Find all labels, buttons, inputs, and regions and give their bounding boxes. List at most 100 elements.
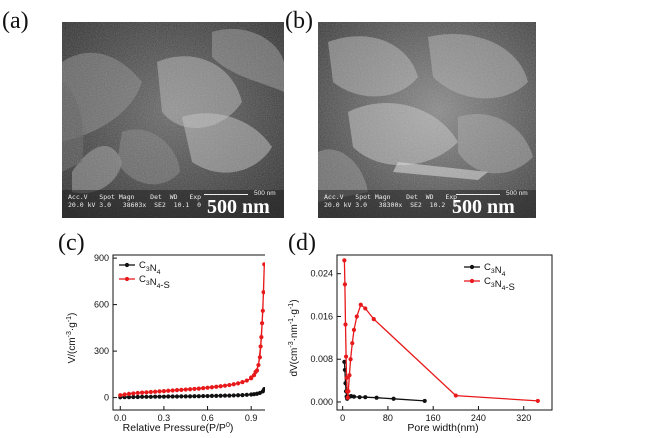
data-point [351,327,357,332]
legend-marker [124,262,130,268]
data-point [205,385,210,390]
y-tick-label: 300 [94,346,109,356]
data-point [214,393,219,398]
scale-bar-b [456,194,500,195]
sem-texture-b [318,22,536,218]
data-point [161,394,167,399]
data-point [235,393,241,398]
data-point [258,344,263,349]
data-point [374,395,379,400]
panel-label-b: (b) [285,8,313,34]
data-point [148,389,153,395]
x-tick-label: 0.6 [201,413,214,423]
data-point [157,389,162,394]
data-point [346,389,351,394]
data-point [218,384,223,389]
data-point [363,395,368,400]
x-tick-label: 160 [426,413,441,423]
data-point [240,380,245,385]
data-point [249,375,254,380]
data-point [174,394,180,399]
data-point [170,394,175,399]
data-point [343,322,348,327]
data-point [231,382,236,387]
data-point [135,390,140,396]
panel-label-a: (a) [2,8,29,34]
data-point [201,393,206,399]
data-point [350,341,355,346]
data-point [259,321,265,326]
sem-image-b: Acc.V Spot Magn Det WD Exp 20.0 kV 3.0 3… [318,22,536,218]
data-point [187,394,193,399]
data-point [166,388,171,393]
data-point [351,394,357,399]
sem-info-b: Acc.V Spot Magn Det WD Exp 20.0 kV 3.0 3… [324,193,458,209]
data-point [131,391,136,396]
data-point [342,359,347,364]
data-point [148,394,153,399]
data-point [231,393,236,398]
y-tick-label: 0 [104,393,109,403]
data-point [342,258,347,263]
data-point [244,378,249,383]
data-point [453,393,458,398]
data-point [144,390,149,395]
y-tick-label: 600 [94,300,109,310]
x-axis-label: Relative Pressure(P/P0) [123,422,234,434]
data-point [196,386,201,391]
panel-label-c: (c) [58,230,85,256]
data-point [174,388,180,393]
data-point [261,290,265,295]
y-tick-label: 900 [94,253,109,263]
data-point [153,394,158,399]
scale-label-small-a: 500 nm [254,190,276,197]
data-point [144,394,149,399]
data-point [157,394,162,399]
data-point [354,314,359,319]
data-point [259,335,264,340]
data-point [153,389,158,394]
data-point [345,395,350,400]
legend-marker [124,276,130,282]
x-tick-label: 0 [340,413,345,423]
data-point [192,394,197,399]
data-point [179,387,184,392]
data-point [535,398,540,404]
data-point [363,306,368,311]
data-point [179,394,184,399]
sem-texture-a [62,22,284,218]
data-point [209,393,215,398]
data-point [253,369,258,375]
sem-image-a: Acc.V Spot Magn Det WD Exp 20.0 kV 3.0 3… [62,22,284,218]
scale-label-small-b: 500 nm [506,190,528,197]
data-point [201,386,206,391]
data-point [342,282,348,287]
data-point [222,383,228,388]
x-axis-label: Pore width(nm) [407,422,478,434]
legend-marker [469,264,475,270]
scale-label-big-a: 500 nm [207,196,270,218]
sem-info-a: Acc.V Spot Magn Det WD Exp 20.0 kV 3.0 3… [68,193,202,209]
scale-bar-a [204,194,248,195]
data-point [358,302,363,307]
data-point [227,382,232,388]
data-point [422,398,427,404]
data-point [262,262,265,267]
data-point [170,388,175,393]
data-point [222,393,228,398]
data-point [161,388,167,394]
data-point [344,375,349,381]
data-point [256,362,261,368]
data-point [205,393,210,399]
data-point [131,394,136,400]
data-point [183,394,188,399]
data-point [257,355,263,360]
data-point [192,386,197,392]
data-point [126,391,132,396]
data-point [122,392,127,397]
y-tick-label: 0.008 [310,354,333,364]
data-point [166,394,171,399]
series-line-C3N4 [343,361,425,402]
data-point [227,393,232,398]
